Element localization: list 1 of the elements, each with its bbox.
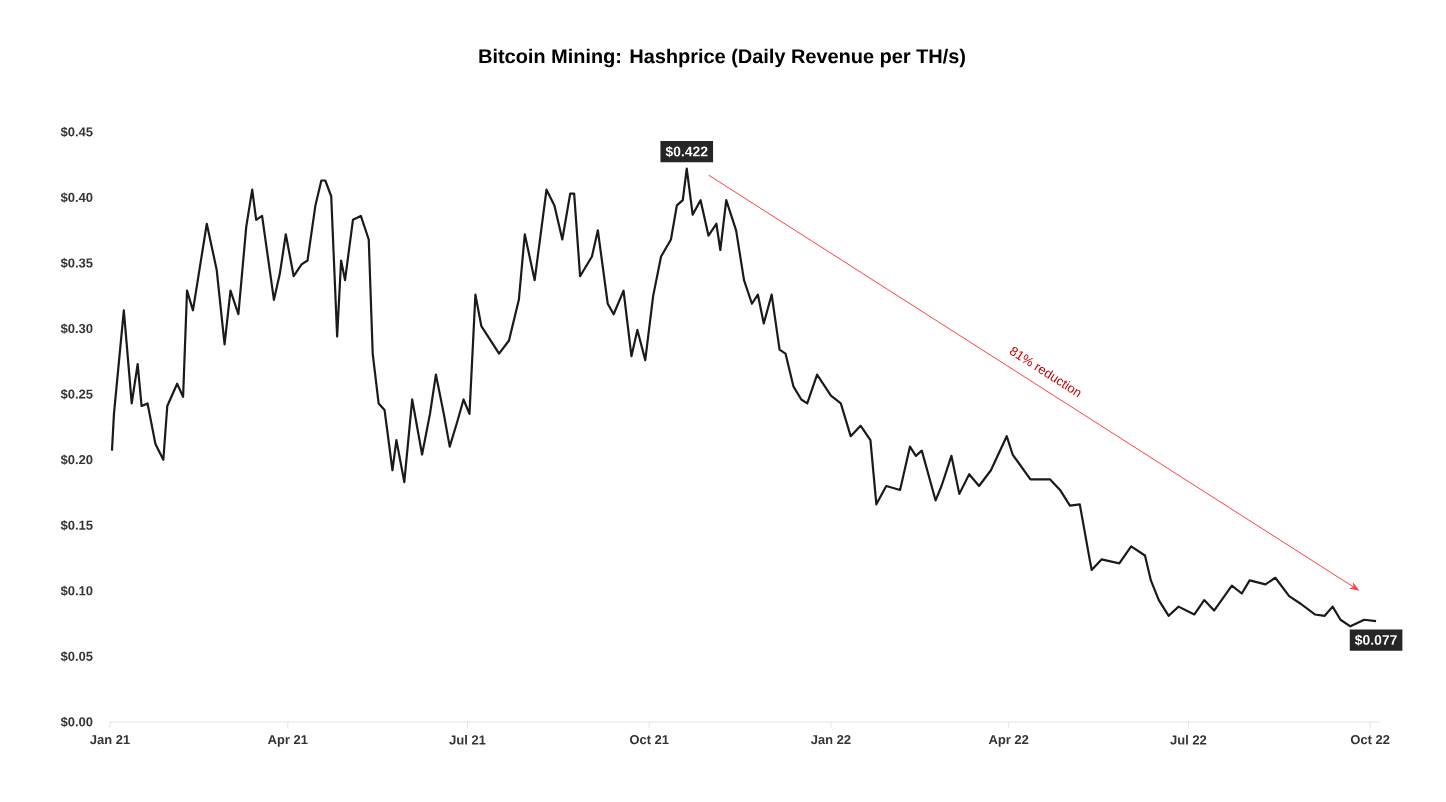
chart-title: Bitcoin Mining: Hashprice (Daily Revenue per TH/s) [479,48,965,68]
